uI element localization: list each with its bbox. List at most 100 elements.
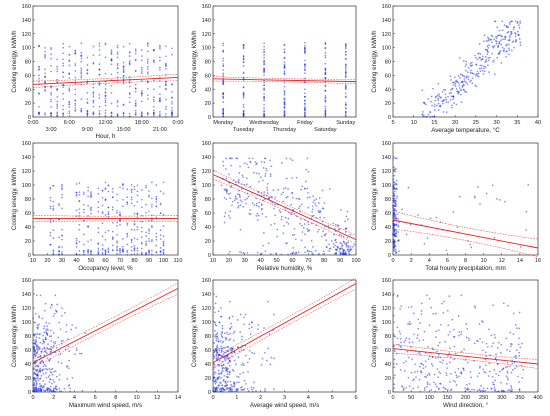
data-point [511,49,513,52]
data-point [216,377,219,379]
data-point [82,193,85,196]
y-tick-label: 60 [205,348,211,354]
data-point [38,316,41,319]
data-point [220,307,222,309]
data-point [49,186,52,189]
data-point [458,334,460,337]
data-point [122,112,125,115]
data-point [159,253,162,256]
data-point [116,199,118,202]
data-point [101,252,104,254]
data-point [459,87,461,89]
data-point [140,111,143,113]
data-point [140,55,143,57]
data-point [42,373,45,375]
y-tick-label: 140 [22,292,31,298]
data-point [111,238,114,241]
data-point [426,381,429,384]
data-point [445,101,448,104]
data-point [45,332,48,335]
data-point [507,389,510,392]
data-point [159,97,161,99]
data-point [171,106,173,109]
data-point [61,246,63,248]
data-point [316,230,319,233]
data-point [251,157,254,160]
data-point [322,250,325,253]
data-point [508,23,511,25]
data-point [107,251,110,253]
data-point [128,96,131,99]
data-point [495,37,498,40]
data-point [229,157,232,160]
data-point [305,168,308,171]
data-point [44,55,46,58]
data-point [455,374,458,377]
y-tick-label: 100 [382,183,391,189]
data-point [498,29,501,32]
data-point [274,203,276,206]
data-point [422,115,425,118]
data-point [430,363,433,365]
data-point [130,228,133,231]
data-point [134,90,137,93]
data-point [221,386,224,389]
data-point [518,327,521,330]
data-point [78,228,81,231]
data-point [431,365,434,367]
data-point [68,110,71,113]
data-point [307,170,310,173]
x-tick-label: 70 [305,258,311,264]
data-point [216,332,219,334]
data-point [222,95,225,98]
data-point [498,390,500,393]
data-point [293,212,296,215]
x-tick-label: 12 [499,258,505,264]
data-point [243,323,246,326]
data-point [498,40,501,43]
data-point [237,346,240,349]
data-point [521,342,523,345]
data-point [58,202,60,205]
data-point [484,364,487,367]
data-point [344,74,347,76]
data-point [283,94,286,96]
data-point [318,253,320,255]
data-point [266,192,269,194]
data-point [110,63,113,66]
data-point [152,114,155,117]
data-point [74,70,77,72]
data-point [81,389,84,392]
data-point [479,390,482,393]
data-point [283,111,286,113]
data-point [497,45,500,47]
data-point [74,83,77,85]
data-point [92,112,95,115]
data-point [435,95,437,98]
data-point [49,243,52,246]
data-point [412,379,414,382]
data-point [56,70,59,73]
data-point [68,53,71,56]
data-point [104,251,107,254]
data-point [345,245,348,248]
data-point [50,106,52,108]
data-point [82,250,85,252]
data-point [92,62,95,65]
data-point [496,198,498,200]
data-point [56,303,59,306]
data-point [97,242,100,245]
data-point [233,339,235,342]
data-point [324,52,327,54]
data-point [471,64,474,67]
data-point [242,106,245,108]
data-point [324,101,327,103]
data-point [344,102,347,104]
data-point [42,389,45,392]
data-point [216,336,218,338]
data-point [298,198,301,201]
data-point [344,53,347,56]
data-point [111,208,114,211]
data-point [488,71,490,73]
